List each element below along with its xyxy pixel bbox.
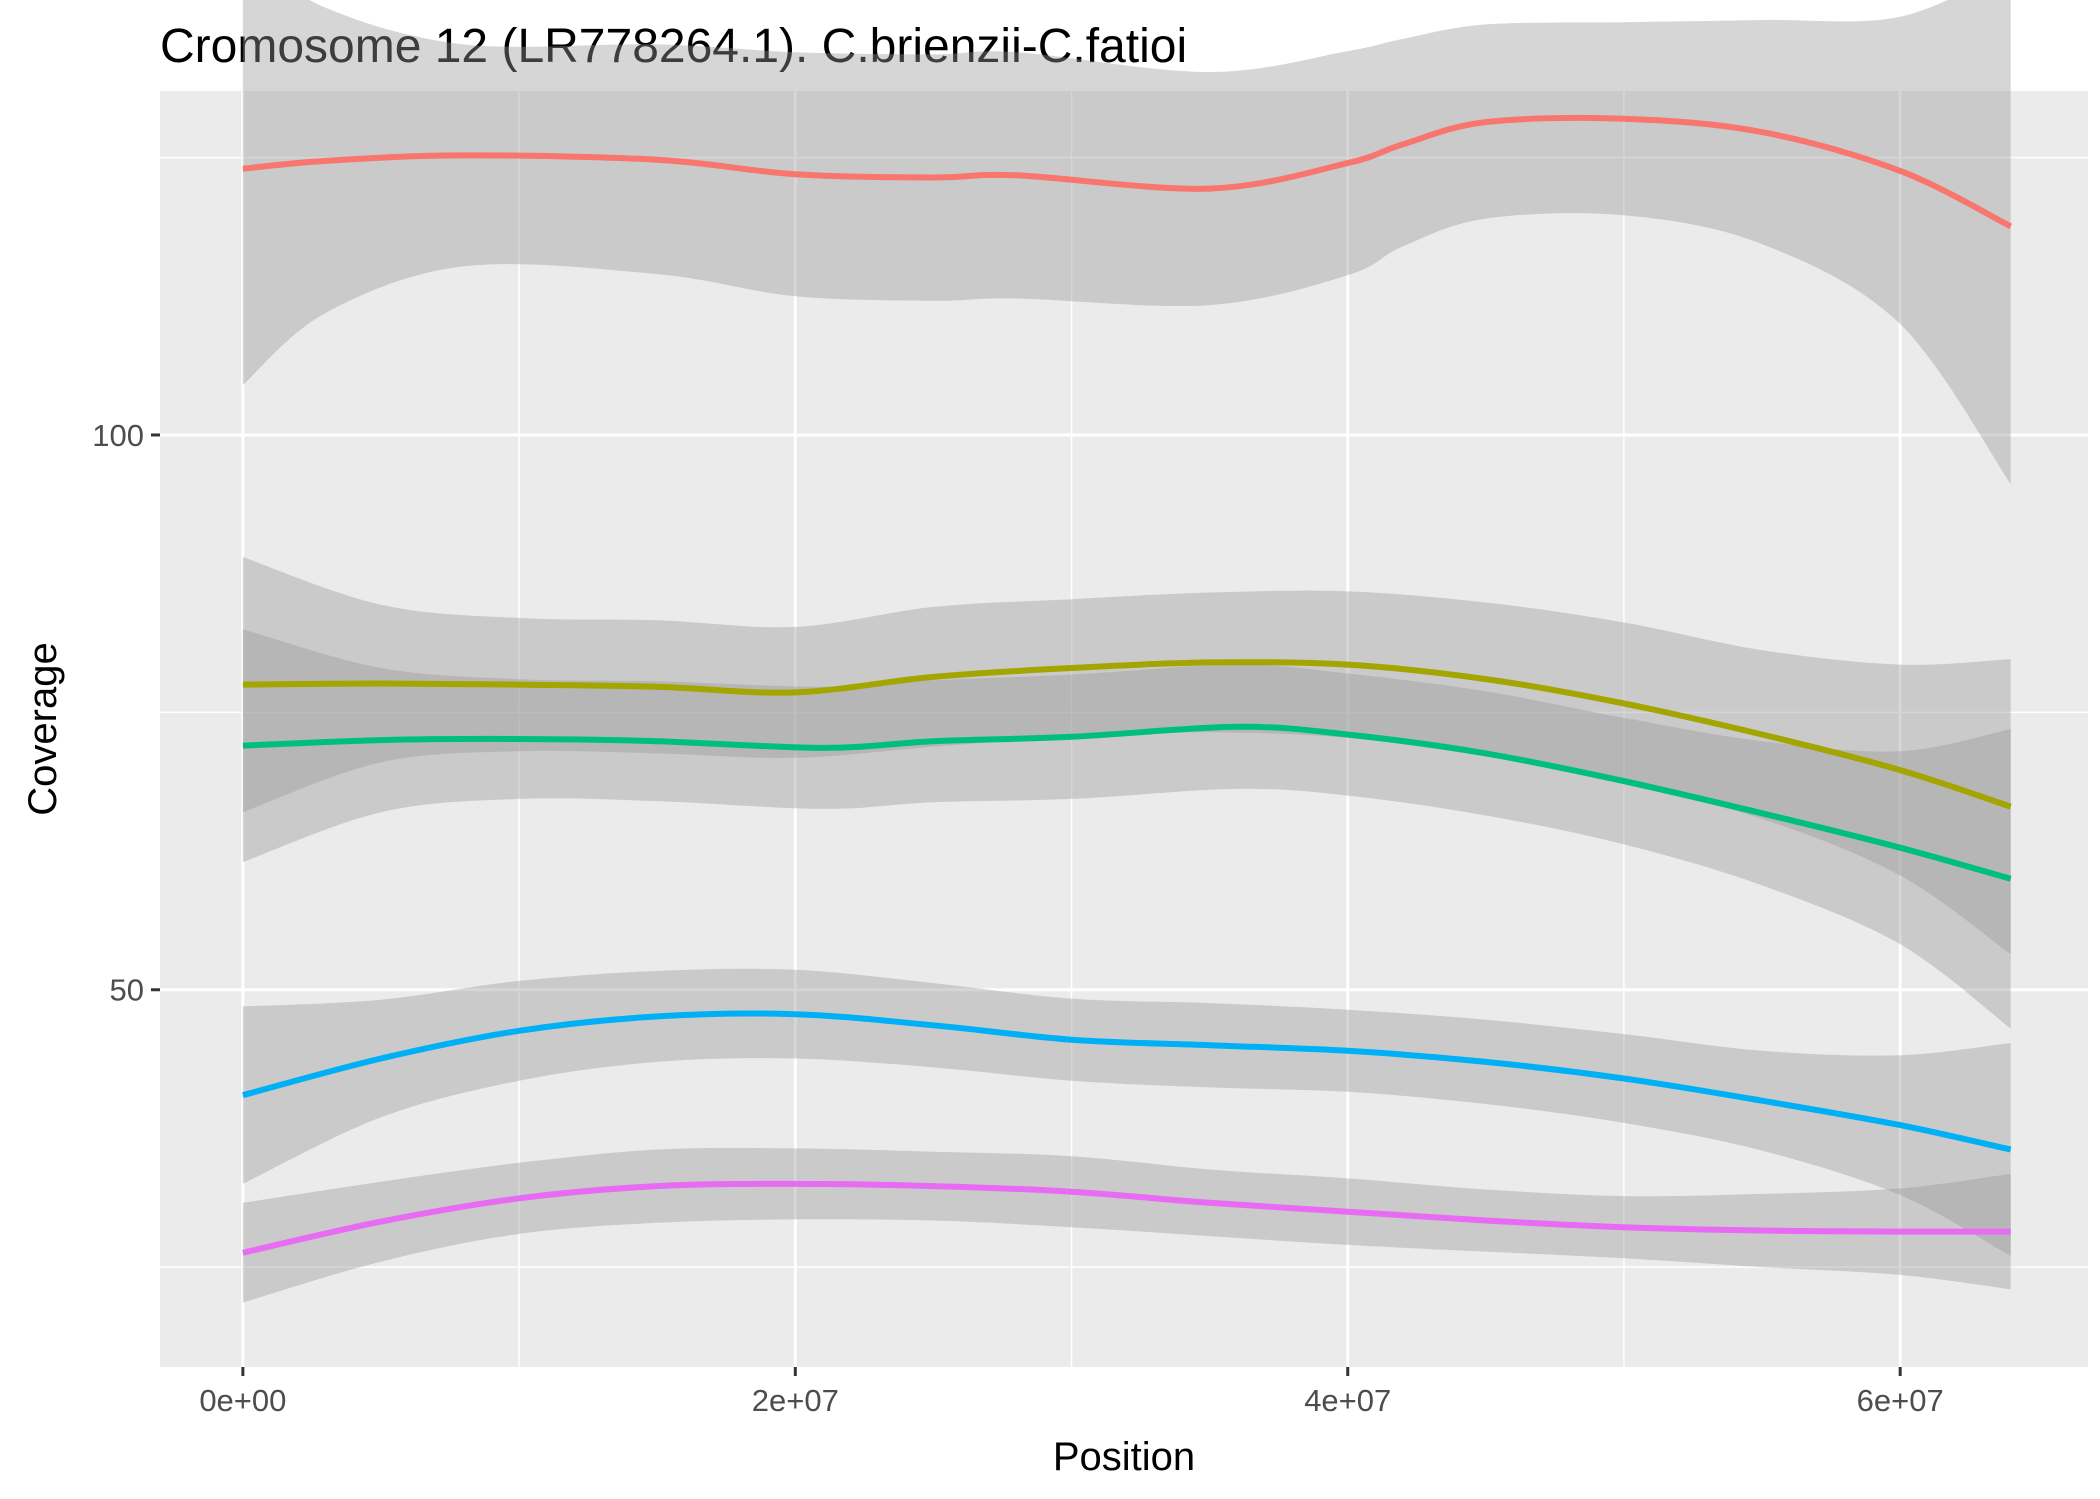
series-line-3 bbox=[242, 723, 2012, 882]
y-tick-label: 50 bbox=[110, 973, 144, 1008]
series-line-5 bbox=[242, 1180, 2011, 1256]
series-line-1 bbox=[242, 114, 2013, 230]
x-tick-label: 6e+07 bbox=[1857, 1383, 1944, 1418]
plot-panel bbox=[160, 91, 2088, 1367]
confidence-ribbon-2 bbox=[242, 557, 2011, 955]
x-tick-label: 4e+07 bbox=[1304, 1383, 1391, 1418]
smooth-lines bbox=[242, 114, 2013, 1256]
confidence-ribbon-3 bbox=[242, 629, 2011, 1029]
y-tick-label: 100 bbox=[92, 418, 144, 453]
major-gridlines bbox=[160, 91, 2088, 1367]
y-axis-title: Coverage bbox=[21, 642, 65, 815]
series-line-4 bbox=[242, 1010, 2012, 1153]
confidence-ribbon-1 bbox=[242, 0, 2011, 484]
series-line-2 bbox=[242, 659, 2012, 810]
x-tick-label: 2e+07 bbox=[752, 1383, 839, 1418]
y-axis: 50 100 bbox=[92, 418, 160, 1008]
x-axis: 0e+00 2e+07 4e+07 6e+07 bbox=[199, 1367, 1944, 1418]
chart-title: Cromosome 12 (LR778264.1). C.brienzii-C.… bbox=[160, 20, 1187, 73]
x-tick-label: 0e+00 bbox=[199, 1383, 286, 1418]
confidence-ribbon-4 bbox=[242, 968, 2011, 1256]
x-axis-title: Position bbox=[1053, 1435, 1195, 1479]
